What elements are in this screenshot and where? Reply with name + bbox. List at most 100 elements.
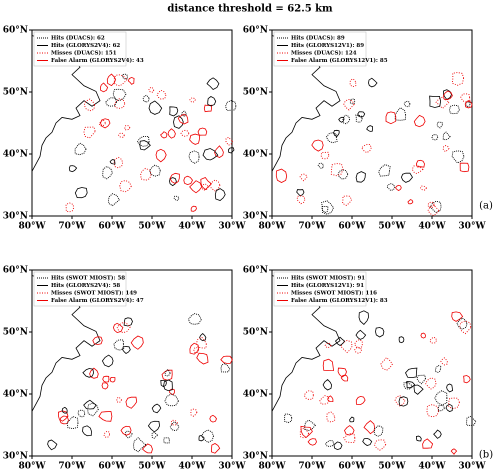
x-tick-label: 70°W <box>298 222 326 232</box>
eddy-contour <box>209 414 217 423</box>
x-tick-label: 60°W <box>98 222 126 232</box>
x-tick-label: 80°W <box>258 462 286 472</box>
eddy-contour <box>299 173 308 182</box>
eddy-contour <box>169 172 180 184</box>
eddy-contour <box>343 99 355 111</box>
x-tick-label: 80°W <box>18 462 46 472</box>
eddy-contour <box>164 369 171 377</box>
eddy-contour <box>429 336 437 344</box>
eddy-contour <box>424 377 437 390</box>
eddy-contour <box>100 118 111 129</box>
x-tick-label: 50°W <box>378 222 406 232</box>
x-tick-label: 70°W <box>58 462 86 472</box>
y-tick-label: 30°N <box>3 212 28 222</box>
x-tick-label: 30°W <box>458 462 486 472</box>
eddy-contour <box>442 131 451 141</box>
eddy-contour <box>189 97 196 103</box>
y-tick-label: 50°N <box>243 88 268 98</box>
eddy-contour <box>403 100 411 108</box>
eddy-contour <box>317 162 324 169</box>
y-tick-label: 60°N <box>3 266 28 276</box>
eddy-contour <box>394 184 402 191</box>
eddy-contour <box>149 164 161 177</box>
x-tick-label: 60°W <box>98 462 126 472</box>
eddy-contour <box>113 74 128 87</box>
x-tick-label: 30°W <box>218 222 246 232</box>
eddy-contour <box>400 172 413 183</box>
eddy-contour <box>373 425 384 437</box>
eddy-contour <box>200 177 212 191</box>
eddy-contour <box>340 339 353 354</box>
eddy-contour <box>326 411 336 423</box>
legend-label: Misses (SWOT MIOST): 116 <box>291 290 377 297</box>
eddy-contour <box>380 356 393 371</box>
eddy-contour <box>123 317 133 327</box>
eddy-contour <box>442 90 453 101</box>
eddy-contour <box>201 183 209 191</box>
eddy-contour <box>433 429 442 439</box>
eddy-contour <box>83 98 95 112</box>
eddy-contour <box>378 164 391 177</box>
legend-box <box>273 271 367 307</box>
eddy-contour <box>112 322 124 334</box>
eddy-contour <box>449 104 460 115</box>
eddy-contour <box>333 441 343 451</box>
eddy-contour <box>65 202 75 213</box>
eddy-contour <box>139 140 151 151</box>
eddy-contour <box>405 367 418 379</box>
eddy-contour <box>435 96 450 110</box>
eddy-contour <box>120 425 132 436</box>
eddy-contour <box>360 144 372 154</box>
eddy-contour <box>431 134 439 141</box>
eddy-contour <box>311 139 324 152</box>
eddy-contour <box>151 403 162 414</box>
eddy-contour <box>87 402 99 417</box>
x-tick-label: 80°W <box>258 222 286 232</box>
x-tick-label: 40°W <box>418 222 446 232</box>
eddy-contour <box>460 93 471 103</box>
eddy-contour <box>463 375 471 384</box>
y-tick-label: 40°N <box>243 150 268 160</box>
eddy-contour <box>465 101 471 108</box>
eddy-contour <box>225 100 237 111</box>
eddy-contour <box>427 201 436 209</box>
legend-label: Hits (SWOT MIOST): 58 <box>51 275 125 282</box>
legend-box <box>33 271 127 307</box>
x-tick-label: 30°W <box>218 462 246 472</box>
eddy-contour <box>173 195 180 201</box>
x-tick-label: 50°W <box>138 462 166 472</box>
eddy-contour <box>156 89 167 100</box>
eddy-contour <box>296 195 306 205</box>
eddy-contour <box>140 167 152 181</box>
eddy-contour <box>74 142 87 156</box>
eddy-contour <box>169 177 177 187</box>
figure-title: distance threshold = 62.5 km <box>167 4 333 15</box>
eddy-contour <box>437 404 446 412</box>
eddy-contour <box>303 390 314 400</box>
eddy-contour <box>353 339 363 349</box>
eddy-contour <box>57 410 69 422</box>
row-label: (a) <box>479 201 493 212</box>
legend-label: Misses (SWOT MIOST): 149 <box>51 290 137 297</box>
eddy-contour <box>440 357 448 366</box>
eddy-contour <box>125 396 138 409</box>
eddy-contour <box>434 390 448 406</box>
legend-label: Misses (DUACS): 151 <box>51 50 117 57</box>
y-tick-label: 40°N <box>3 150 28 160</box>
eddy-contour <box>429 95 442 108</box>
legend-label: Hits (GLORYS2V4): 62 <box>51 42 120 49</box>
eddy-contour <box>406 381 416 389</box>
eddy-contour <box>338 116 345 123</box>
legend-label: Hits (GLORYS12V1): 89 <box>291 42 364 49</box>
eddy-contour <box>363 420 376 435</box>
y-tick-label: 50°N <box>3 328 28 338</box>
eddy-contour <box>169 421 180 431</box>
eddy-contour <box>416 374 426 385</box>
eddy-contour <box>442 144 450 153</box>
eddy-contour <box>124 430 133 439</box>
eddy-contour <box>98 411 113 422</box>
eddy-contour <box>307 438 317 446</box>
